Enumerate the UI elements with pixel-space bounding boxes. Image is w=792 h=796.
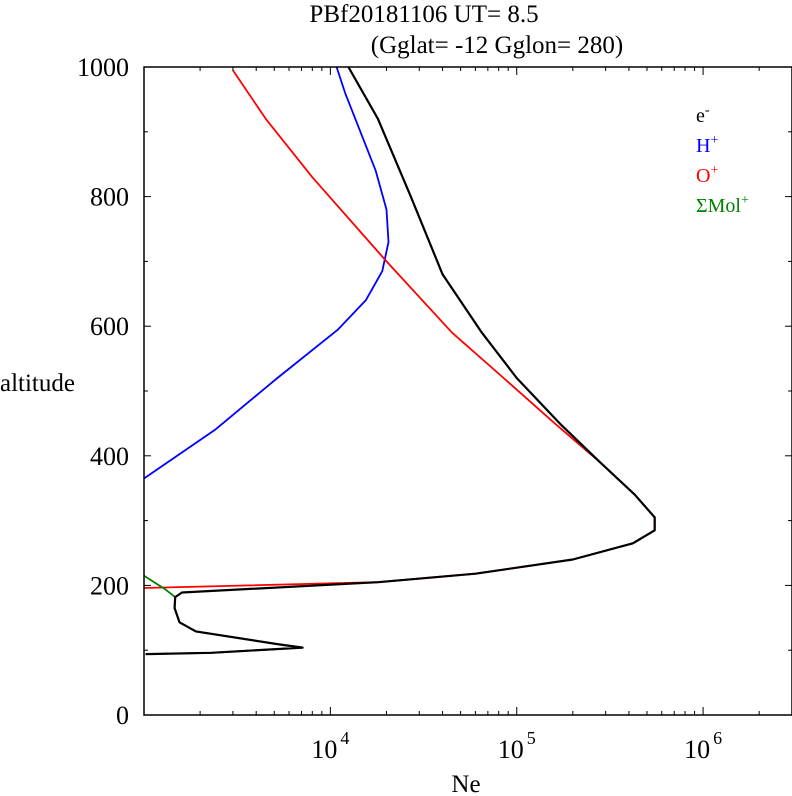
legend-entry: O+ <box>696 163 718 187</box>
chart-title: PBf20181106 UT= 8.5 <box>309 1 538 28</box>
x-tick-label: 10 <box>684 735 710 764</box>
y-tick-label: 0 <box>116 701 129 730</box>
y-axis-ticks: 0 200 400 600 800 1000 <box>77 53 792 730</box>
x-tick-label: 10 <box>311 735 337 764</box>
legend-entry: ΣMol+ <box>696 193 749 217</box>
chart-subtitle: (Gglat= -12 Gglon= 280) <box>371 32 623 59</box>
legend: e- H+ O+ ΣMol+ <box>696 103 749 217</box>
y-tick-label: 600 <box>90 312 129 341</box>
y-axis-label: altitude <box>0 370 75 397</box>
series-line-1 <box>144 67 390 480</box>
series-line-2 <box>144 69 656 589</box>
y-tick-label: 800 <box>90 183 129 212</box>
x-tick-exponent: 5 <box>527 728 536 748</box>
y-tick-label: 200 <box>90 571 129 600</box>
x-axis-ticks: 10 4 10 5 10 6 <box>143 67 792 764</box>
plot-frame <box>143 66 792 716</box>
x-tick-exponent: 4 <box>340 728 349 748</box>
legend-entry: e- <box>696 103 710 127</box>
y-tick-label: 1000 <box>77 53 129 82</box>
x-tick-label: 10 <box>498 735 524 764</box>
series-line-0 <box>145 67 656 656</box>
legend-entry: H+ <box>696 133 718 157</box>
series-lines <box>144 67 656 656</box>
y-tick-label: 400 <box>90 442 129 471</box>
x-axis-label: Ne <box>451 771 480 796</box>
x-tick-exponent: 6 <box>713 728 722 748</box>
